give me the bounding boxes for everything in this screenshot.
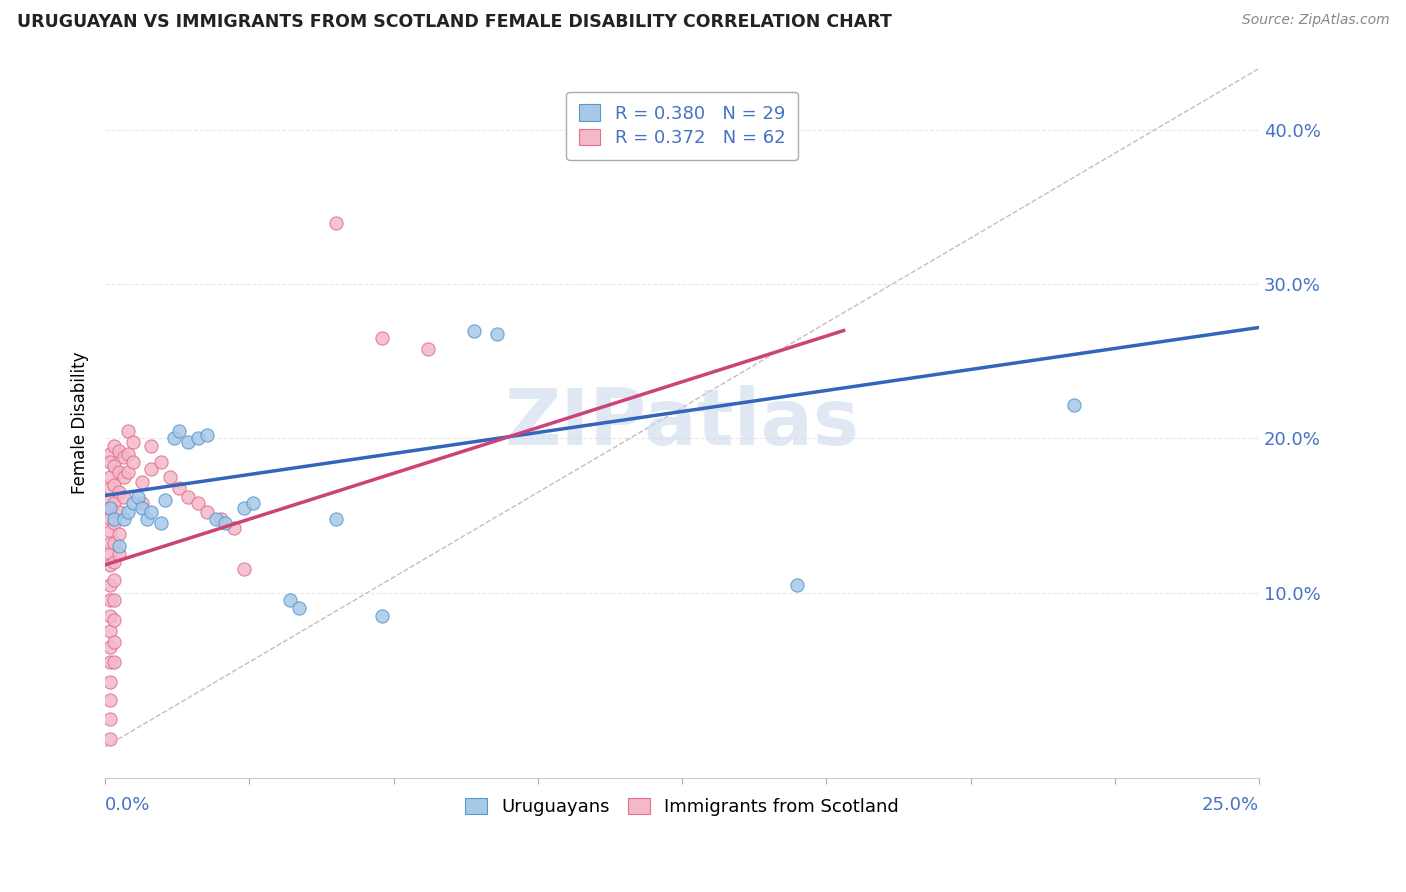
- Point: [167, 424, 190, 438]
- Point: [135, 511, 157, 525]
- Point: [122, 496, 145, 510]
- Point: [214, 516, 236, 531]
- Point: [131, 496, 153, 510]
- Point: [418, 342, 440, 356]
- Legend: Uruguayans, Immigrants from Scotland: Uruguayans, Immigrants from Scotland: [457, 789, 908, 825]
- Point: [117, 424, 139, 438]
- Point: [98, 640, 121, 654]
- Point: [195, 428, 218, 442]
- Point: [167, 481, 190, 495]
- Point: [98, 558, 121, 572]
- Y-axis label: Female Disability: Female Disability: [72, 351, 89, 494]
- Point: [325, 216, 347, 230]
- Point: [122, 454, 145, 468]
- Point: [98, 624, 121, 639]
- Point: [103, 511, 125, 525]
- Point: [131, 500, 153, 515]
- Point: [98, 712, 121, 726]
- Point: [117, 466, 139, 480]
- Point: [195, 505, 218, 519]
- Point: [98, 547, 121, 561]
- Point: [186, 496, 208, 510]
- Point: [177, 490, 200, 504]
- Point: [108, 443, 131, 458]
- Point: [103, 459, 125, 474]
- Point: [117, 505, 139, 519]
- Point: [98, 454, 121, 468]
- Point: [98, 578, 121, 592]
- Point: [103, 574, 125, 588]
- Point: [98, 493, 121, 508]
- Point: [288, 601, 311, 615]
- Point: [371, 331, 394, 345]
- Point: [108, 540, 131, 554]
- Point: [117, 447, 139, 461]
- Point: [98, 675, 121, 690]
- Text: URUGUAYAN VS IMMIGRANTS FROM SCOTLAND FEMALE DISABILITY CORRELATION CHART: URUGUAYAN VS IMMIGRANTS FROM SCOTLAND FE…: [17, 13, 891, 31]
- Point: [278, 593, 301, 607]
- Point: [103, 655, 125, 669]
- Point: [108, 505, 131, 519]
- Point: [163, 432, 186, 446]
- Point: [112, 450, 135, 464]
- Point: [103, 613, 125, 627]
- Point: [103, 635, 125, 649]
- Point: [103, 536, 125, 550]
- Point: [98, 500, 121, 515]
- Point: [209, 511, 232, 525]
- Point: [98, 593, 121, 607]
- Point: [186, 432, 208, 446]
- Point: [98, 500, 121, 515]
- Point: [786, 578, 808, 592]
- Point: [141, 439, 163, 453]
- Text: 0.0%: 0.0%: [105, 796, 150, 814]
- Point: [98, 693, 121, 707]
- Point: [155, 493, 177, 508]
- Point: [141, 505, 163, 519]
- Point: [103, 477, 125, 491]
- Point: [108, 485, 131, 500]
- Point: [103, 516, 125, 531]
- Point: [1063, 398, 1085, 412]
- Point: [112, 470, 135, 484]
- Point: [159, 470, 181, 484]
- Point: [149, 454, 172, 468]
- Point: [98, 447, 121, 461]
- Point: [224, 521, 246, 535]
- Point: [205, 511, 228, 525]
- Point: [103, 593, 125, 607]
- Point: [98, 524, 121, 538]
- Point: [177, 434, 200, 449]
- Point: [325, 511, 347, 525]
- Point: [232, 500, 254, 515]
- Point: [108, 527, 131, 541]
- Point: [108, 466, 131, 480]
- Point: [108, 547, 131, 561]
- Point: [232, 562, 254, 576]
- Point: [112, 511, 135, 525]
- Point: [112, 490, 135, 504]
- Point: [98, 470, 121, 484]
- Point: [103, 555, 125, 569]
- Point: [131, 475, 153, 489]
- Point: [98, 732, 121, 747]
- Point: [98, 608, 121, 623]
- Point: [242, 496, 264, 510]
- Point: [122, 434, 145, 449]
- Point: [98, 481, 121, 495]
- Point: [98, 536, 121, 550]
- Point: [149, 516, 172, 531]
- Text: ZIPatlas: ZIPatlas: [505, 385, 859, 461]
- Text: 25.0%: 25.0%: [1202, 796, 1258, 814]
- Point: [98, 511, 121, 525]
- Point: [141, 462, 163, 476]
- Point: [371, 608, 394, 623]
- Point: [103, 496, 125, 510]
- Point: [98, 655, 121, 669]
- Text: Source: ZipAtlas.com: Source: ZipAtlas.com: [1241, 13, 1389, 28]
- Point: [486, 326, 509, 341]
- Point: [463, 324, 485, 338]
- Point: [103, 439, 125, 453]
- Point: [127, 490, 149, 504]
